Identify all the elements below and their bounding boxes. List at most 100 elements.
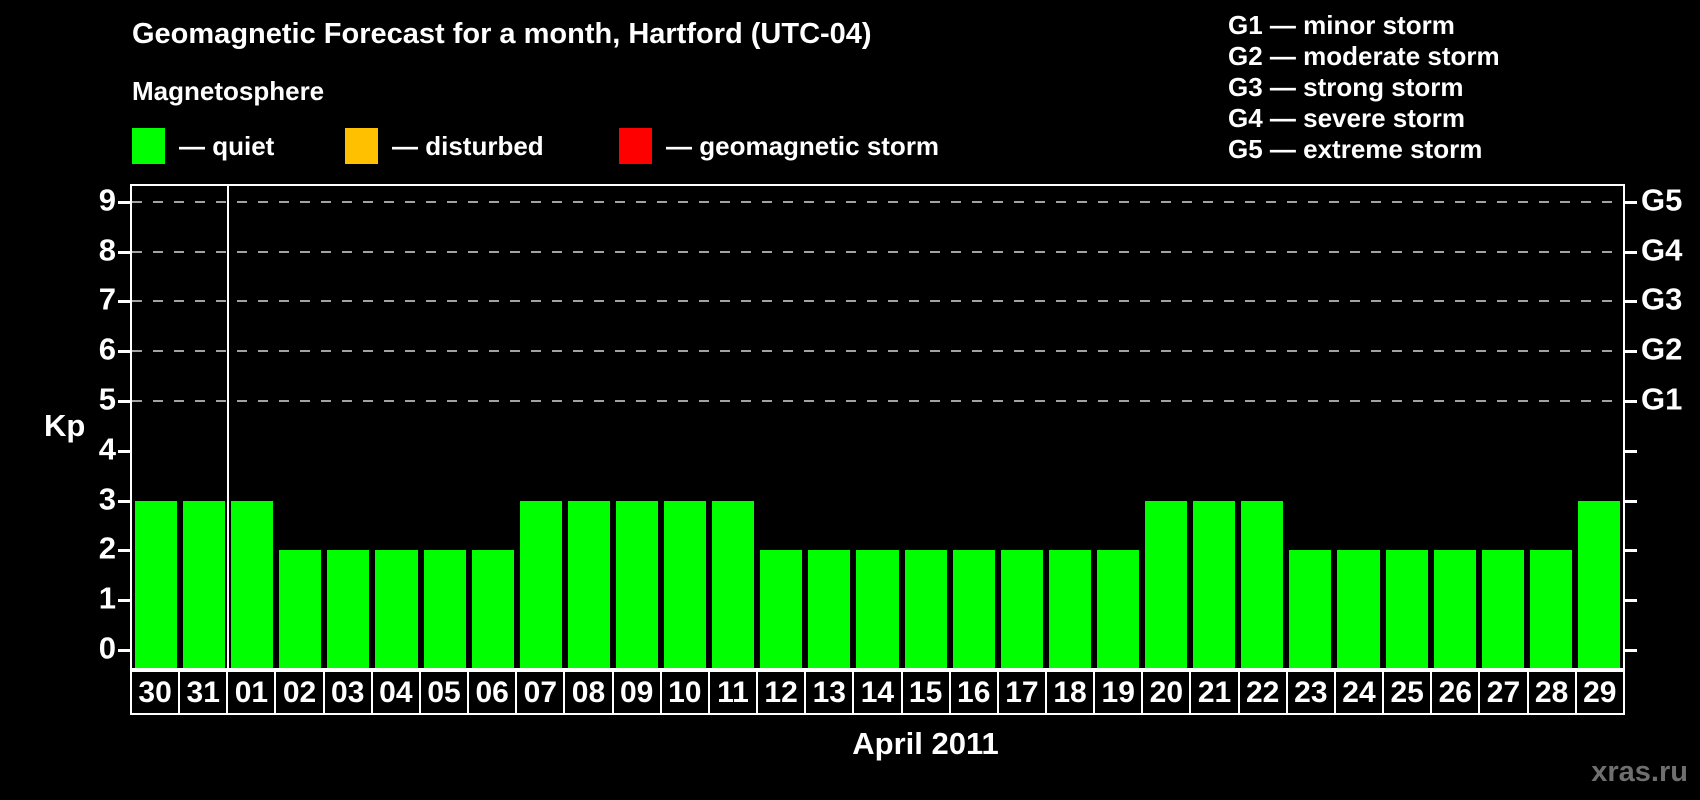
x-axis-day-cell: 18	[1044, 670, 1096, 715]
x-axis-day-cell: 07	[515, 670, 566, 715]
quiet-color-swatch	[132, 128, 165, 164]
y-tick-label: 4	[98, 431, 116, 467]
y-axis-tick	[118, 250, 130, 254]
gridline-kp-8	[132, 250, 1623, 253]
kp-bar	[1433, 550, 1476, 668]
y-axis-tick	[118, 549, 130, 553]
right-axis-tick	[1625, 499, 1637, 503]
storm-scale-line-g4: G4 — severe storm	[1228, 103, 1466, 133]
x-axis-day-cell: 24	[1333, 670, 1385, 715]
right-axis-tick	[1625, 400, 1637, 403]
kp-bar	[856, 550, 899, 668]
x-axis-label: April 2011	[852, 726, 999, 761]
x-axis-day-row: 30 31 01 02 03 04 05 06 07 08 09 10 11 12 13 14 15 16 17 18…	[130, 670, 1625, 715]
kp-bar	[808, 550, 851, 668]
kp-bar	[135, 500, 178, 668]
storm-scale-line-g1: G1 — minor storm	[1228, 10, 1455, 40]
kp-bar	[519, 500, 562, 668]
right-axis-g-label: G5	[1641, 182, 1683, 218]
y-tick-label: 1	[98, 580, 116, 616]
x-axis-day-cell: 25	[1382, 670, 1433, 715]
y-axis-tick	[118, 499, 130, 503]
kp-bar	[375, 550, 418, 668]
legend-item-quiet: — quiet	[132, 128, 274, 164]
legend-item-label: — quiet	[179, 130, 275, 161]
kp-bar	[952, 550, 995, 668]
right-axis-g-label: G4	[1641, 232, 1683, 268]
kp-bar	[1385, 550, 1428, 668]
storm-scale-line-g5: G5 — extreme storm	[1228, 134, 1483, 164]
x-axis-day-cell: 22	[1237, 670, 1288, 715]
kp-bar	[760, 550, 803, 668]
right-axis-g-label: G3	[1641, 281, 1683, 317]
kp-bar	[183, 500, 226, 668]
y-tick-label: 5	[98, 381, 116, 417]
x-axis-day-cell: 06	[467, 670, 518, 715]
legend-item-disturbed: — disturbed	[345, 128, 544, 164]
x-axis-day-cell: 27	[1478, 670, 1529, 715]
x-axis-day-cell: 26	[1430, 670, 1481, 715]
gridline-kp-9	[132, 200, 1623, 203]
y-tick-label: 8	[98, 232, 116, 268]
y-tick-label: 9	[98, 182, 116, 218]
kp-bar	[327, 550, 370, 668]
right-axis-tick	[1625, 449, 1637, 453]
gridline-kp-7	[132, 300, 1623, 303]
legend-title: Magnetosphere	[132, 76, 325, 106]
kp-bar	[567, 500, 610, 668]
right-axis-g-label: G1	[1641, 381, 1683, 417]
kp-bar	[1289, 550, 1332, 668]
y-axis-tick	[118, 300, 130, 304]
x-axis-day-cell: 21	[1189, 670, 1240, 715]
y-axis-tick	[118, 200, 130, 204]
x-axis-day-cell: 01	[226, 670, 277, 715]
kp-bar	[1193, 500, 1236, 668]
gridline-kp-6	[132, 350, 1623, 353]
y-axis-label: Kp	[44, 408, 86, 443]
right-axis-tick	[1625, 350, 1637, 354]
x-axis-day-cell: 19	[1093, 670, 1144, 715]
right-axis-tick	[1625, 599, 1637, 603]
right-axis-tick	[1625, 250, 1637, 254]
x-axis-day-cell: 16	[948, 670, 999, 715]
right-axis-tick	[1625, 549, 1637, 553]
x-axis-day-cell: 03	[322, 670, 373, 715]
y-axis-tick	[118, 350, 130, 354]
kp-bar	[423, 550, 466, 668]
chart-title: Geomagnetic Forecast for a month, Hartfo…	[132, 18, 872, 50]
kp-bar	[712, 500, 755, 668]
kp-bar	[615, 500, 659, 668]
kp-bar	[1481, 550, 1524, 668]
x-axis-day-cell: 20	[1141, 670, 1192, 715]
x-axis-day-cell: 13	[804, 670, 855, 715]
y-axis-tick	[118, 649, 130, 652]
right-axis-g-label: G2	[1641, 331, 1683, 367]
y-tick-label: 0	[98, 630, 116, 666]
kp-bar	[1577, 500, 1620, 668]
y-axis-tick	[118, 599, 130, 603]
x-axis-day-cell: 29	[1574, 670, 1625, 715]
right-axis-tick	[1625, 649, 1637, 652]
storm-color-swatch	[619, 128, 652, 164]
kp-bar	[1529, 550, 1572, 668]
kp-bar	[664, 500, 707, 668]
plot-area: 0 1 2 3 4 5 6 7 8 9 G1 G2 G3 G4 G5	[99, 182, 1682, 670]
storm-scale-line-g3: G3 — strong storm	[1228, 72, 1464, 102]
storm-scale-legend: G1 — minor storm G2 — moderate storm G3 …	[1228, 10, 1500, 165]
y-tick-label: 6	[98, 331, 116, 367]
kp-bar	[1096, 550, 1140, 668]
y-tick-label: 7	[98, 281, 116, 317]
month-boundary-line	[227, 186, 230, 668]
kp-bar	[1241, 500, 1284, 668]
kp-bar	[904, 550, 947, 668]
legend-item-storm: — geomagnetic storm	[619, 128, 939, 164]
x-axis-day-cell: 12	[756, 670, 807, 715]
legend-item-label: — disturbed	[392, 130, 544, 161]
kp-bar	[1000, 550, 1043, 668]
x-axis-day-cell: 23	[1285, 670, 1336, 715]
y-axis-tick	[118, 400, 130, 403]
x-axis-day-cell: 28	[1526, 670, 1577, 715]
kp-bar	[1337, 550, 1380, 668]
storm-scale-line-g2: G2 — moderate storm	[1228, 41, 1500, 71]
disturbed-color-swatch	[345, 128, 378, 164]
